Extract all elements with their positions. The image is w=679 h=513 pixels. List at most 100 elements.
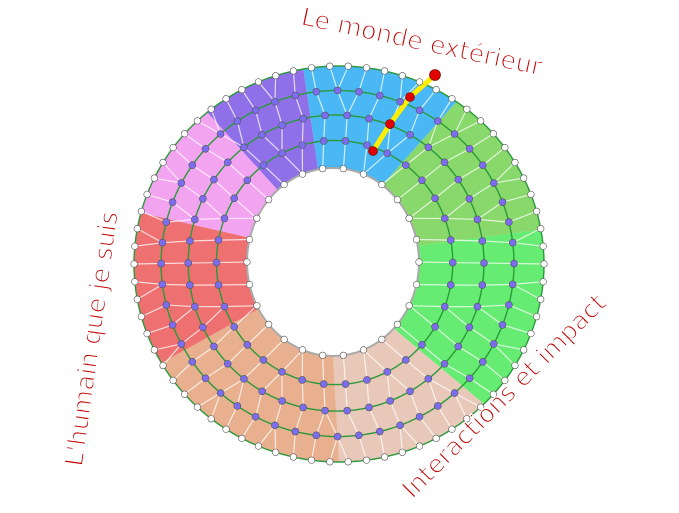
mesh-edge bbox=[344, 115, 348, 142]
mesh-edge bbox=[386, 371, 391, 401]
edge-node bbox=[537, 225, 545, 233]
mesh-edge bbox=[344, 384, 348, 411]
mesh-edge bbox=[224, 305, 257, 308]
mesh-edge bbox=[428, 378, 455, 394]
mesh-edge bbox=[337, 90, 348, 116]
mesh-edge bbox=[246, 323, 270, 346]
edge-node bbox=[448, 425, 456, 433]
inner-node bbox=[383, 149, 392, 158]
inner-node bbox=[333, 86, 342, 95]
inner-node bbox=[199, 194, 207, 203]
inner-node bbox=[450, 389, 459, 397]
mesh-edge bbox=[450, 239, 483, 242]
inner-node bbox=[473, 302, 482, 311]
inner-node bbox=[177, 179, 186, 187]
mesh-edge bbox=[502, 193, 532, 203]
edge-node bbox=[362, 456, 371, 464]
sector bbox=[393, 229, 544, 404]
mesh-edge bbox=[386, 371, 411, 392]
edge-node bbox=[222, 95, 230, 103]
edge-node bbox=[150, 346, 158, 354]
mesh-edge bbox=[397, 179, 423, 201]
inner-node bbox=[365, 114, 373, 123]
mesh-edge bbox=[213, 326, 235, 347]
inner-node bbox=[433, 117, 442, 125]
inner-node bbox=[243, 340, 252, 349]
mesh-edge bbox=[469, 182, 495, 200]
edge-node bbox=[501, 144, 509, 152]
mesh-edge bbox=[141, 210, 167, 223]
mesh-edge bbox=[409, 305, 445, 308]
mesh-edge bbox=[416, 238, 451, 241]
mesh-edge bbox=[213, 179, 235, 199]
mesh-edge bbox=[202, 198, 225, 219]
mesh-edge bbox=[493, 343, 516, 366]
inner-node bbox=[465, 144, 474, 153]
inner-node bbox=[424, 143, 433, 152]
mesh-edge bbox=[188, 261, 217, 264]
mesh-edge bbox=[421, 344, 445, 365]
mesh-edge bbox=[512, 281, 544, 285]
edge-node bbox=[169, 144, 177, 152]
edge-node bbox=[339, 165, 347, 173]
inner-node bbox=[440, 359, 449, 368]
mesh-edge bbox=[274, 425, 277, 453]
mesh-edge bbox=[512, 283, 541, 300]
inner-node bbox=[278, 149, 286, 158]
edge-node bbox=[405, 214, 413, 222]
inner-node bbox=[298, 376, 307, 384]
mesh-edge bbox=[257, 81, 276, 103]
inner-node bbox=[188, 161, 197, 170]
mesh-edge bbox=[419, 416, 437, 439]
mesh-edge bbox=[202, 306, 225, 328]
mesh-edge bbox=[205, 363, 229, 379]
inner-node bbox=[343, 111, 351, 120]
mesh-edge bbox=[310, 435, 317, 461]
edge-node bbox=[448, 95, 456, 103]
inner-node bbox=[440, 214, 449, 223]
mesh-edge bbox=[386, 125, 391, 154]
sector bbox=[333, 328, 484, 462]
mesh-edge bbox=[294, 95, 304, 119]
mesh-edge bbox=[444, 217, 478, 220]
inner-node bbox=[508, 280, 517, 289]
edge-node bbox=[133, 225, 141, 233]
inner-node bbox=[298, 141, 307, 149]
inner-node bbox=[177, 340, 186, 348]
mesh-edge bbox=[294, 407, 304, 432]
inner-node bbox=[396, 97, 404, 106]
inner-node bbox=[191, 215, 199, 224]
mesh-edge bbox=[493, 162, 516, 184]
inner-node bbox=[157, 259, 165, 268]
mesh-edge bbox=[136, 283, 163, 300]
mesh-edge bbox=[233, 305, 258, 328]
mesh-edge bbox=[192, 345, 215, 363]
inner-node bbox=[489, 179, 498, 187]
mesh-edge bbox=[482, 240, 513, 244]
edge-node bbox=[245, 235, 254, 244]
inner-node bbox=[278, 397, 286, 405]
inner-node bbox=[415, 412, 424, 421]
mesh-edge bbox=[141, 304, 167, 318]
mesh-edge bbox=[243, 146, 264, 166]
edge-node bbox=[319, 351, 327, 359]
mesh-edge bbox=[281, 349, 303, 373]
mesh-edge bbox=[409, 391, 421, 417]
center-hole bbox=[246, 167, 420, 357]
mesh-edge bbox=[162, 240, 190, 244]
inner-node bbox=[186, 237, 194, 245]
mesh-edge bbox=[419, 89, 437, 111]
edge-node bbox=[265, 320, 273, 328]
mesh-edge bbox=[362, 145, 368, 175]
inner-node bbox=[454, 342, 463, 351]
mesh-edge bbox=[399, 424, 421, 447]
mesh-edge bbox=[368, 95, 381, 119]
mesh-edge bbox=[134, 242, 163, 247]
mesh-edge bbox=[172, 147, 193, 166]
inner-node bbox=[406, 130, 414, 139]
inner-node bbox=[271, 421, 279, 430]
mesh-edge bbox=[197, 392, 221, 408]
mesh-edge bbox=[225, 405, 238, 430]
edge-node bbox=[131, 242, 139, 250]
inner-node bbox=[433, 402, 442, 410]
